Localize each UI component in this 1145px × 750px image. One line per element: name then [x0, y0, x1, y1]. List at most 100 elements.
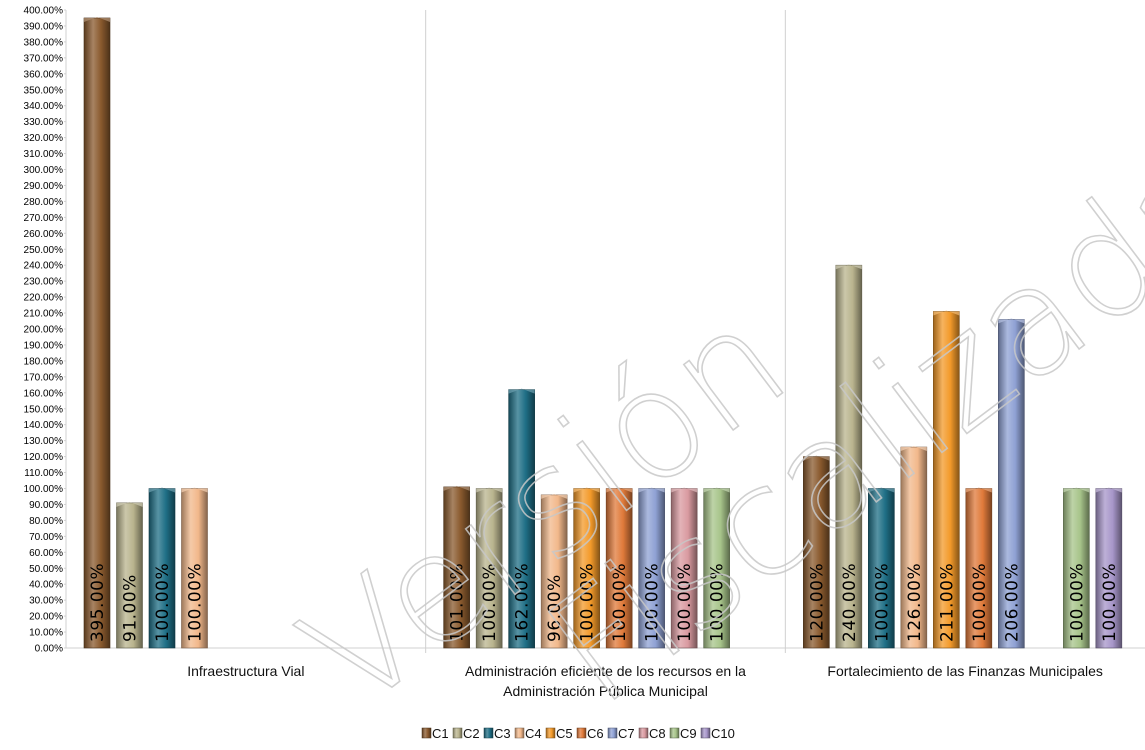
bar-cap [476, 487, 503, 493]
y-tick-label: 260.00% [24, 229, 64, 240]
legend-item: C8 [638, 726, 666, 741]
data-label: 101.00% [448, 563, 468, 642]
legend-swatch [669, 727, 680, 739]
legend-swatch [514, 727, 525, 739]
y-tick-label: 220.00% [24, 293, 64, 304]
y-tick-label: 290.00% [24, 181, 64, 192]
bar-cap [541, 493, 568, 499]
bars [83, 16, 1123, 649]
legend-label: C7 [618, 726, 635, 741]
y-tick-label: 140.00% [24, 420, 64, 431]
bar-c2 [116, 502, 143, 649]
bar-c7 [638, 488, 665, 649]
data-label: 100.00% [578, 563, 598, 642]
bar-cap [868, 487, 895, 493]
data-label: 206.00% [1002, 563, 1022, 642]
y-tick-label: 110.00% [24, 468, 63, 479]
bar-cap [508, 388, 535, 394]
data-label: 211.00% [937, 563, 957, 642]
bar-cap [573, 487, 600, 493]
y-tick-label: 90.00% [29, 500, 63, 511]
bar-cap [84, 16, 110, 22]
bar-c2 [835, 264, 863, 649]
y-axis: 0.00% 10.00% 20.00% 30.00% 40.00% 50.00% 60.00… [24, 6, 67, 655]
legend-swatch [483, 727, 494, 739]
y-tick-label: 300.00% [24, 165, 64, 176]
legend-item: C5 [545, 726, 573, 741]
y-tick-label: 20.00% [29, 612, 63, 623]
legend-swatch [576, 727, 587, 739]
data-label: 120.00% [807, 563, 827, 642]
y-tick-label: 400.00% [24, 6, 64, 17]
y-tick-label: 380.00% [24, 37, 64, 48]
bar-c3 [868, 488, 895, 649]
bar-c4 [181, 488, 208, 649]
legend-swatch [452, 727, 463, 739]
bar-cap [933, 310, 960, 316]
y-tick-label: 120.00% [24, 452, 64, 463]
bar-c1 [83, 17, 111, 649]
bar-cap [116, 501, 143, 507]
bar-c8 [670, 488, 698, 649]
y-tick-label: 240.00% [24, 261, 64, 272]
x-axis: Infraestructura Vial Administración efici… [66, 647, 1145, 699]
y-tick-label: 130.00% [24, 436, 64, 447]
legend-label: C6 [587, 726, 604, 741]
y-tick-label: 190.00% [24, 340, 64, 351]
bar-c2 [475, 488, 503, 649]
data-label: 100.00% [970, 563, 990, 642]
y-tick-label: 210.00% [24, 309, 64, 320]
x-category-label: Administración Pública Municipal [503, 683, 708, 699]
legend-item: C9 [669, 726, 697, 741]
y-tick-label: 360.00% [24, 69, 64, 80]
y-tick-label: 280.00% [24, 197, 64, 208]
legend-item: C3 [483, 726, 511, 741]
bar-cap [443, 485, 470, 491]
x-category-label: Infraestructura Vial [187, 663, 304, 679]
bar-cap [835, 264, 862, 270]
watermark: Versión Fiscalizada [271, 111, 1145, 744]
legend-item: C10 [700, 726, 735, 741]
y-tick-label: 70.00% [29, 532, 63, 543]
legend-swatch [607, 727, 618, 739]
y-tick-label: 180.00% [24, 356, 64, 367]
legend: C1 C2 C3 C4 C5 C6 C7 C8 C9 C10 [421, 726, 735, 741]
legend-label: C8 [649, 726, 666, 741]
bar-cap [965, 487, 992, 493]
legend-swatch [700, 727, 711, 739]
y-tick-label: 0.00% [35, 644, 63, 655]
y-tick-label: 60.00% [29, 548, 63, 559]
data-label: 100.00% [872, 563, 892, 642]
bar-c7 [998, 319, 1025, 649]
legend-label: C4 [525, 726, 542, 741]
legend-swatch [421, 727, 432, 739]
bar-c10 [1095, 488, 1123, 649]
data-label: 395.00% [88, 563, 108, 642]
bar-c6 [965, 488, 993, 649]
y-tick-label: 370.00% [24, 53, 64, 64]
bar-c5 [573, 488, 600, 649]
legend-label: C2 [463, 726, 480, 741]
y-tick-label: 230.00% [24, 277, 64, 288]
bar-c1 [443, 486, 470, 649]
category-separators [425, 10, 786, 653]
bar-cap [1063, 487, 1090, 493]
data-label: 240.00% [840, 563, 860, 642]
y-tick-label: 250.00% [24, 245, 64, 256]
bar-c3 [508, 389, 535, 649]
y-tick-label: 40.00% [29, 580, 63, 591]
bar-cap [606, 487, 633, 493]
legend-swatch [638, 727, 649, 739]
y-tick-label: 350.00% [24, 85, 64, 96]
y-tick-label: 80.00% [29, 516, 63, 527]
legend-item: C4 [514, 726, 542, 741]
y-tick-label: 10.00% [29, 628, 63, 639]
data-label: 100.00% [675, 563, 695, 642]
bar-cap [900, 446, 927, 452]
legend-item: C7 [607, 726, 635, 741]
bar-c5 [933, 311, 960, 649]
bar-c9 [1063, 488, 1090, 649]
bar-cap [671, 487, 698, 493]
bar-cap [803, 455, 830, 461]
